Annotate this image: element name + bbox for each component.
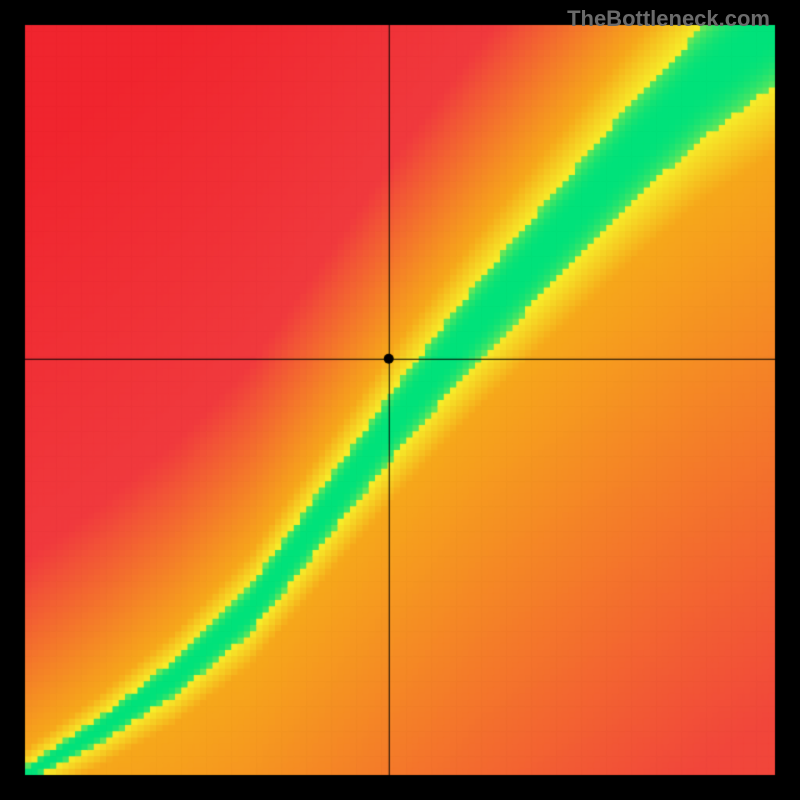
chart-root: { "watermark": { "text": "TheBottleneck.… (0, 0, 800, 800)
heatmap-canvas (0, 0, 800, 800)
heatmap-canvas-container (0, 0, 800, 805)
watermark-text: TheBottleneck.com (567, 6, 770, 32)
